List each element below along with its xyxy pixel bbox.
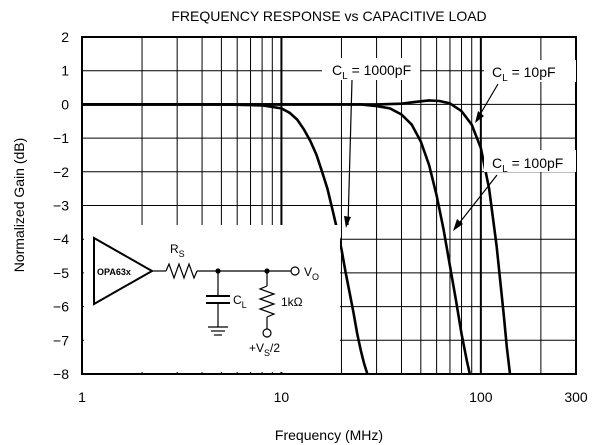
series-label-cl-100pf: CL = 100pF [453,150,576,231]
y-tick-label: −8 [53,366,69,382]
y-tick-label: 0 [61,96,69,112]
y-tick-label: 2 [61,29,69,45]
y-tick-label: −4 [53,231,69,247]
svg-text:CL = 1000pF: CL = 1000pF [332,62,411,82]
series-label-cl-10pf: CL = 10pF [475,60,576,123]
x-tick-label: 10 [274,389,290,405]
svg-text:CL = 100pF: CL = 100pF [492,155,563,175]
op-amp-symbol [93,236,155,306]
y-tick-label: −6 [53,299,69,315]
series-label-cl-1000pf: CL = 1000pF [322,58,420,228]
x-axis-label: Frequency (MHz) [275,427,383,443]
load-resistor [258,285,276,318]
y-axis-label: Normalized Gain (dB) [11,138,27,273]
chart-title: FREQUENCY RESPONSE vs CAPACITIVE LOAD [171,8,486,24]
vo-label: VO [304,265,319,282]
y-tick-labels: 2 1 0 −1 −2 −3 −4 −5 −6 −7 −8 [53,29,69,382]
load-label: 1kΩ [281,295,303,309]
x-tick-label: 100 [469,389,493,405]
y-tick-label: −5 [53,265,69,281]
series-line-cl-100pf [82,103,472,375]
vo-terminal [290,266,300,276]
x-tick-label: 300 [564,389,588,405]
y-tick-label: −7 [53,332,69,348]
rs-resistor [165,262,198,280]
cl-label: CL [233,293,247,310]
rs-label: RS [170,242,185,259]
circuit-schematic: OPA63x RS VO CL 1kΩ +VS/2 [84,225,340,372]
series-line-cl-1000pf [82,103,369,375]
y-tick-label: −1 [53,130,69,146]
y-tick-label: −3 [53,198,69,214]
x-tick-labels: 1 10 100 300 [78,389,588,405]
series-lines [82,99,512,375]
x-tick-label: 1 [78,389,86,405]
vs-label: +VS/2 [249,341,280,358]
y-tick-label: −2 [53,164,69,180]
plot-frame [81,36,577,375]
schematic-background [84,225,340,372]
ground-symbol [208,326,228,336]
y-tick-label: 1 [61,63,69,79]
op-amp-label: OPA63x [97,267,131,277]
vs-terminal [262,328,272,338]
svg-text:CL = 10pF: CL = 10pF [492,64,556,84]
